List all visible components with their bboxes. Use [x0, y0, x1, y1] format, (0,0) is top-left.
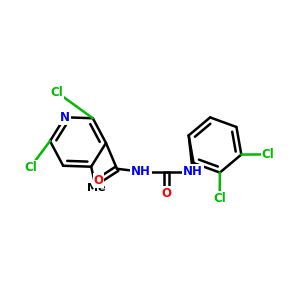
Text: Me: Me [87, 183, 105, 193]
Text: Cl: Cl [262, 148, 274, 161]
Text: Cl: Cl [24, 161, 37, 174]
Text: O: O [162, 187, 172, 200]
Text: O: O [94, 174, 103, 187]
Text: NH: NH [131, 165, 151, 178]
Text: N: N [60, 111, 70, 124]
Text: Cl: Cl [50, 86, 63, 99]
Text: Cl: Cl [213, 192, 226, 205]
Text: NH: NH [183, 165, 203, 178]
